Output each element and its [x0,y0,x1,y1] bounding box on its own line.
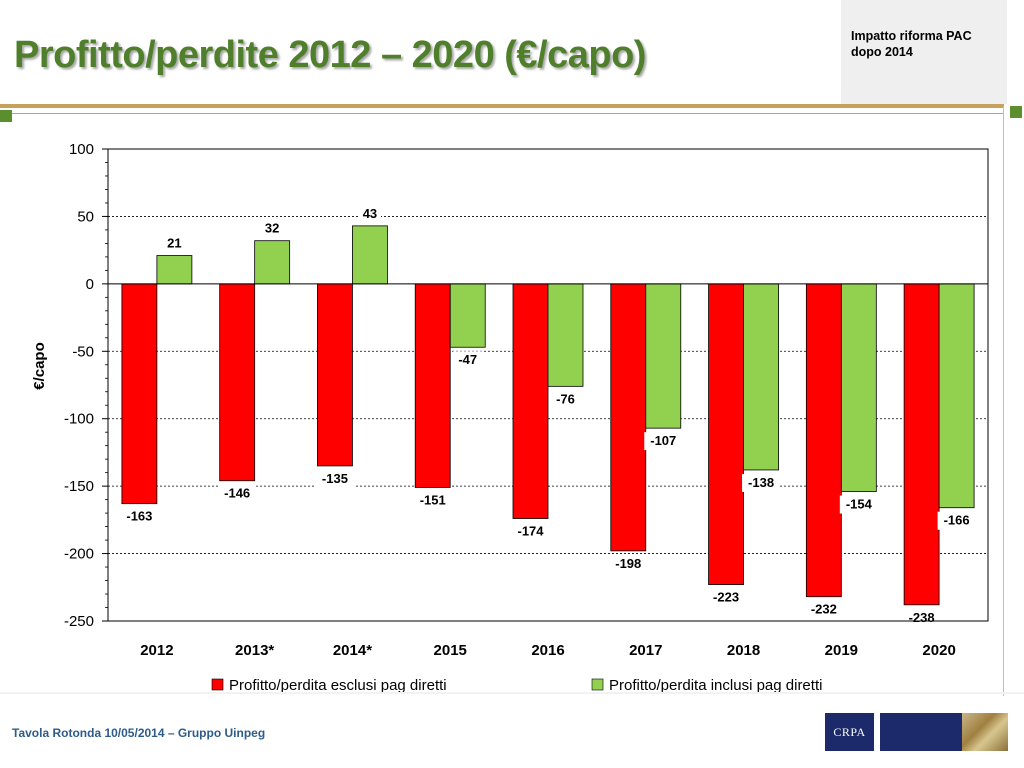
data-label-bg [839,495,878,514]
data-label: 21 [167,236,181,251]
data-label-bg [163,234,186,253]
data-label: -151 [420,492,446,507]
data-label-bg [742,473,781,492]
side-note: Impatto riforma PAC dopo 2014 [851,28,1001,60]
bar-green [547,283,584,387]
crpa-logo: CRPA [825,713,874,751]
data-label: -76 [556,391,575,406]
x-tick-label: 2012 [140,642,173,659]
y-tick-label: -250 [64,613,94,630]
crpa-logo-text: CRPA [833,724,866,739]
side-note-line1: Impatto riforma PAC [851,29,972,43]
data-label-bg [358,204,381,223]
bar-red [610,283,647,552]
data-label: 43 [363,206,377,221]
data-label-bg [218,484,257,503]
y-tick-label: -150 [64,478,94,495]
data-label-bg [511,522,550,541]
x-tick-label: 2019 [825,642,858,659]
bar-red [708,283,744,585]
data-label: -146 [224,486,250,501]
data-label: -174 [517,524,544,539]
x-tick-label: 2016 [531,642,564,659]
x-tick-label: 2018 [727,642,760,659]
legend-swatch [591,678,604,691]
right-border-line [1003,106,1004,696]
x-tick-label: 2020 [922,642,955,659]
data-label-bg [261,219,284,238]
bar-red [414,283,451,488]
slide-title: Profitto/perdite 2012 – 2020 (€/capo) [14,34,646,76]
x-tick-label: 2013* [235,642,274,659]
bar-red [512,283,549,519]
x-tick-label: 2017 [629,642,662,659]
data-label: -166 [944,513,970,528]
y-tick-label: 50 [77,208,94,225]
x-tick-label: 2015 [434,642,467,659]
header-divider-thin [0,113,1004,114]
bar-green [840,283,877,492]
data-label: -154 [846,497,873,512]
legend-label: Profitto/perdita esclusi pag diretti [229,677,447,694]
footer-band [0,692,1024,694]
bar-red [219,283,256,482]
legend-label: Profitto/perdita inclusi pag diretti [609,677,822,694]
data-label: -223 [713,590,739,605]
bar-red [317,283,353,467]
y-tick-label: -100 [64,411,94,428]
accent-square-left [0,110,12,122]
y-tick-label: 100 [69,141,94,158]
bar-green [645,283,682,429]
bar-green [938,283,975,509]
bar-green [254,240,291,285]
side-note-box [841,0,1007,104]
data-label: -107 [650,433,676,448]
bar-chart: 100 50 0 -50 -100 -150 -200 -250 €/capo -163 21 201… [31,141,989,694]
data-label: -238 [909,610,935,625]
legend-swatch [211,678,224,691]
data-label-bg [550,390,581,409]
data-label: -198 [615,556,641,571]
y-tick-label: 0 [86,276,94,293]
bar-green [352,225,388,285]
x-tick-label: 2014* [333,642,372,659]
data-label-bg [707,588,746,607]
accent-square-right [1010,106,1022,118]
data-label-bg [804,600,843,619]
bar-red [805,283,842,598]
data-label-bg [413,491,452,510]
bar-green [743,283,779,471]
data-label: -232 [811,602,837,617]
data-label: -138 [748,475,774,490]
logo-banner [880,713,1008,751]
data-label-bg [315,469,354,488]
data-label-bg [609,554,648,573]
data-label-bg [937,511,976,530]
data-label-bg [644,432,683,451]
data-label-bg [452,351,483,370]
hay-bales-image [962,713,1008,751]
data-label-bg [120,507,159,526]
bar-green [449,283,486,348]
y-tick-label: -200 [64,546,94,563]
bar-green [156,255,193,285]
y-axis-label: €/capo [31,342,48,390]
data-label-bg [902,608,941,627]
data-label: -163 [126,509,152,524]
header-divider [0,104,1004,108]
footer-text: Tavola Rotonda 10/05/2014 – Gruppo Uinpe… [12,726,266,740]
bar-red [121,283,158,505]
side-note-line2: dopo 2014 [851,45,913,59]
plot-border [107,148,989,622]
bar-red [903,283,940,606]
data-label: -47 [458,352,477,367]
data-label: 32 [265,221,279,236]
data-label: -135 [322,471,348,486]
y-tick-label: -50 [72,343,94,360]
